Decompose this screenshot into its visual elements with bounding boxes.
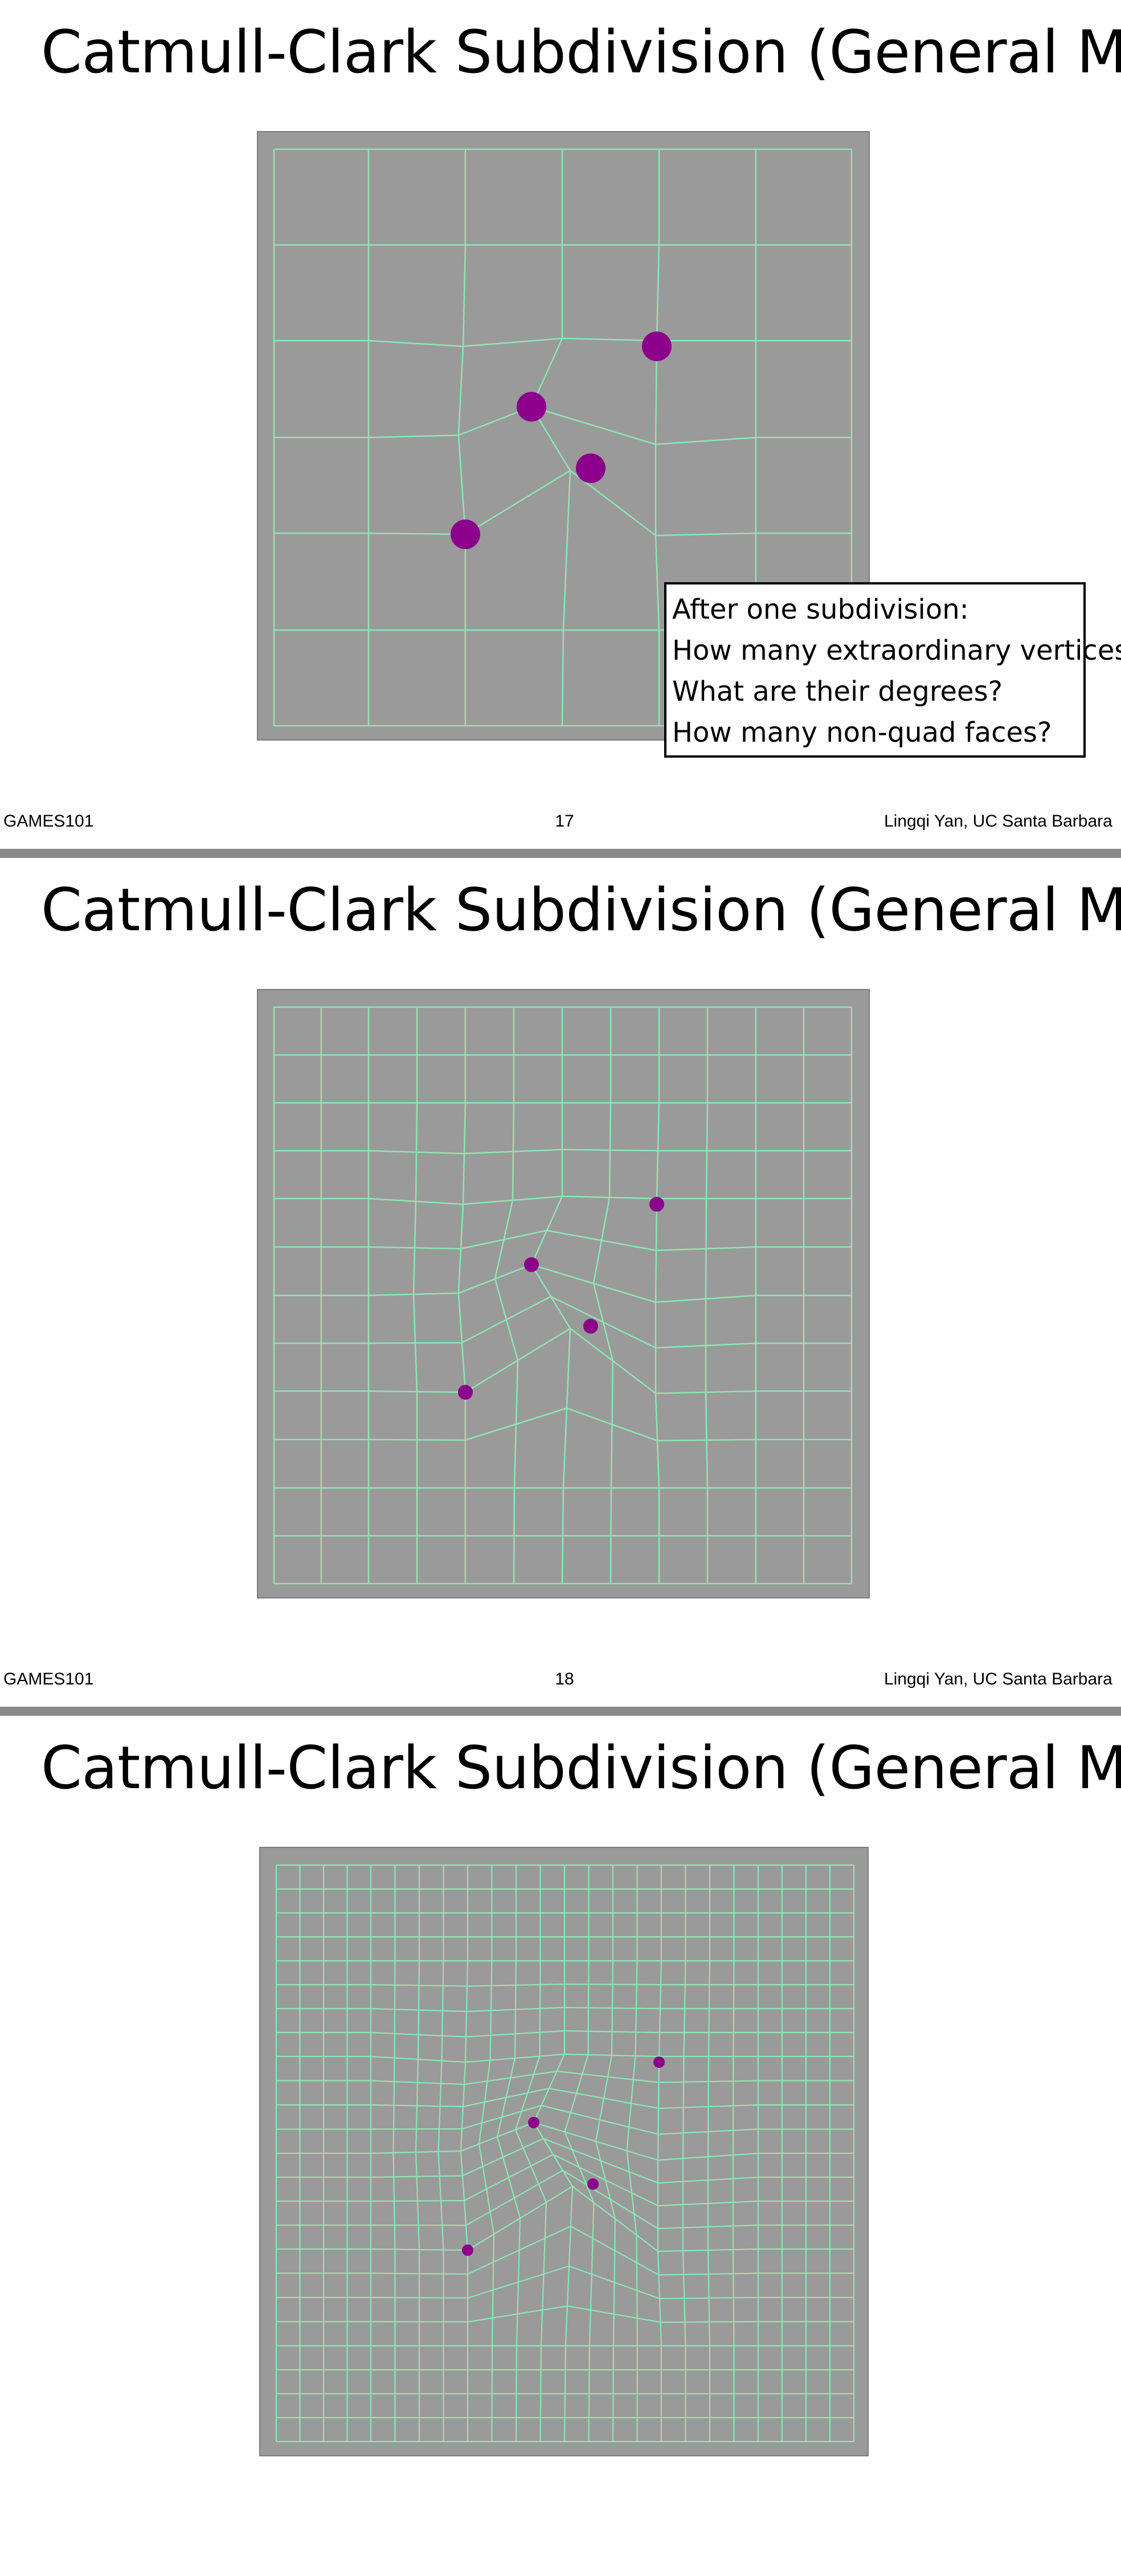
extraordinary-vertex bbox=[576, 453, 605, 483]
mesh-edge bbox=[276, 2070, 854, 2086]
mesh-edge bbox=[392, 1865, 396, 2442]
mesh-edge bbox=[595, 1865, 616, 2442]
mesh-lines bbox=[273, 1006, 853, 1585]
mesh-edge bbox=[274, 1407, 852, 1442]
mesh-edge bbox=[276, 2169, 854, 2230]
footer-author: Lingqi Yan, UC Santa Barbara bbox=[884, 812, 1112, 831]
mesh-lines bbox=[275, 1864, 855, 2443]
mesh-edge bbox=[496, 1865, 521, 2442]
mesh-edge bbox=[274, 1264, 852, 1303]
mesh-diagram bbox=[273, 1006, 853, 1585]
mesh-edge bbox=[460, 1865, 469, 2442]
slide-title: Catmull-Clark Subdivision (General Mesh) bbox=[41, 876, 1121, 944]
mesh-panel bbox=[257, 989, 870, 1598]
slide-18: Catmull-Clark Subdivision (General Mesh)… bbox=[0, 858, 1121, 1707]
mesh-edge bbox=[276, 2087, 854, 2109]
extraordinary-vertices bbox=[458, 1197, 664, 1400]
mesh-diagram bbox=[275, 1864, 855, 2443]
mesh-edge bbox=[494, 1007, 519, 1584]
mesh-panel bbox=[257, 131, 870, 741]
mesh-edge bbox=[274, 1327, 852, 1395]
mesh-edge bbox=[478, 1865, 495, 2442]
mesh-edge bbox=[657, 1865, 662, 2442]
slide-separator bbox=[0, 849, 1121, 858]
page-number: 18 bbox=[555, 1670, 574, 1688]
extraordinary-vertex bbox=[462, 2244, 473, 2256]
mesh-edge bbox=[276, 2053, 854, 2063]
mesh-edge bbox=[274, 1229, 852, 1252]
mesh-edge bbox=[276, 2153, 854, 2207]
mesh-edge bbox=[533, 1865, 574, 2442]
mesh-edge bbox=[514, 1865, 547, 2442]
question-line: How many non-quad faces? bbox=[672, 717, 1052, 749]
extraordinary-vertex bbox=[517, 392, 546, 422]
extraordinary-vertex bbox=[583, 1319, 598, 1334]
extraordinary-vertex bbox=[524, 1257, 539, 1272]
mesh-edge bbox=[654, 1007, 660, 1584]
mesh-edge bbox=[626, 1865, 639, 2442]
extraordinary-vertex bbox=[642, 332, 672, 361]
mesh-edge bbox=[564, 1865, 595, 2442]
slide-19: Catmull-Clark Subdivision (General Mesh) bbox=[0, 1716, 1121, 2565]
mesh-panel bbox=[259, 1847, 869, 2456]
mesh-edge bbox=[457, 149, 467, 726]
extraordinary-vertex bbox=[458, 1385, 473, 1400]
mesh-edge bbox=[274, 1195, 852, 1205]
mesh-edge bbox=[274, 469, 852, 537]
footer-author: Lingqi Yan, UC Santa Barbara bbox=[884, 1670, 1112, 1688]
page-number: 17 bbox=[555, 812, 574, 831]
extraordinary-vertex bbox=[451, 520, 480, 549]
slide-title: Catmull-Clark Subdivision (General Mesh) bbox=[41, 1734, 1121, 1802]
mesh-edge bbox=[437, 1865, 444, 2442]
extraordinary-vertex bbox=[653, 2056, 665, 2068]
mesh-edge bbox=[412, 1007, 418, 1584]
extraordinary-vertex bbox=[649, 1197, 664, 1212]
mesh-edge bbox=[276, 2121, 854, 2161]
mesh-edge bbox=[457, 1007, 467, 1584]
question-line: How many extraordinary vertices? bbox=[672, 635, 1121, 667]
slide-17: Catmull-Clark Subdivision (General Mesh)… bbox=[0, 0, 1121, 849]
mesh-edge bbox=[530, 149, 571, 726]
mesh-edge bbox=[276, 2265, 854, 2300]
slide-title: Catmull-Clark Subdivision (General Mesh) bbox=[41, 18, 1121, 87]
question-line: After one subdivision: bbox=[672, 594, 969, 625]
question-line: What are their degrees? bbox=[672, 676, 1003, 708]
extraordinary-vertex bbox=[528, 2117, 539, 2128]
mesh-edge bbox=[732, 1865, 735, 2442]
extraordinary-vertex bbox=[587, 2178, 599, 2190]
mesh-edge bbox=[705, 1007, 709, 1584]
extraordinary-vertices bbox=[462, 2056, 665, 2256]
mesh-edge bbox=[274, 406, 852, 445]
mesh-edge bbox=[682, 1865, 686, 2442]
extraordinary-vertices bbox=[451, 332, 672, 549]
mesh-edge bbox=[707, 1865, 711, 2442]
mesh-edge bbox=[415, 1865, 420, 2442]
mesh-edge bbox=[530, 1007, 571, 1584]
mesh-edge bbox=[654, 149, 660, 726]
footer-course: GAMES101 bbox=[3, 1670, 94, 1688]
mesh-edge bbox=[274, 1295, 852, 1349]
slide-separator bbox=[0, 1707, 1121, 1716]
mesh-edge bbox=[276, 2185, 854, 2252]
footer-course: GAMES101 bbox=[3, 812, 94, 831]
mesh-edge bbox=[276, 2305, 854, 2323]
question-box: After one subdivision: How many extraord… bbox=[664, 582, 1121, 758]
mesh-edge bbox=[274, 337, 852, 347]
mesh-edge bbox=[592, 1007, 614, 1584]
